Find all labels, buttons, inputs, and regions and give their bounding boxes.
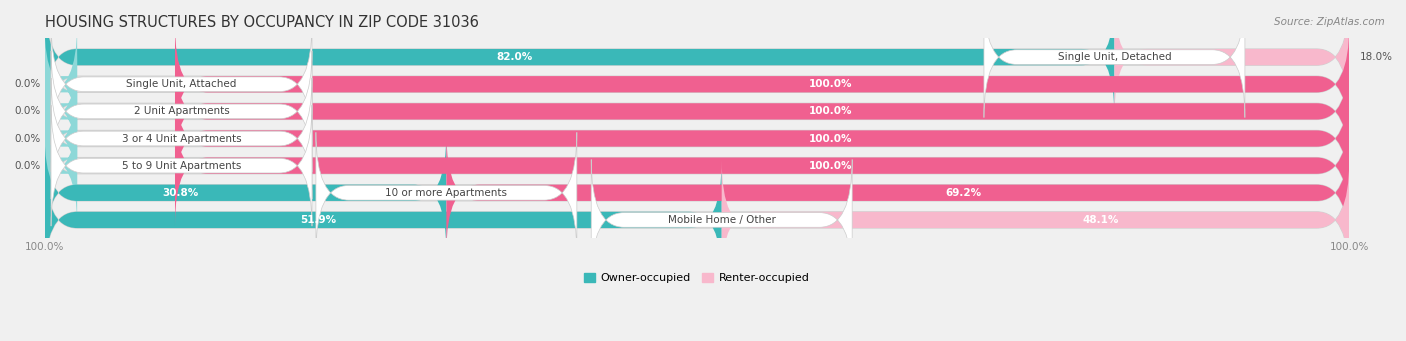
Text: 82.0%: 82.0% [496,52,533,62]
FancyBboxPatch shape [174,106,1350,225]
Text: 48.1%: 48.1% [1083,215,1119,225]
FancyBboxPatch shape [721,160,1350,280]
FancyBboxPatch shape [51,24,312,145]
FancyBboxPatch shape [45,79,77,198]
Text: 100.0%: 100.0% [808,161,852,170]
Text: 5 to 9 Unit Apartments: 5 to 9 Unit Apartments [122,161,242,170]
Text: Single Unit, Attached: Single Unit, Attached [127,79,236,89]
FancyBboxPatch shape [45,25,77,144]
FancyBboxPatch shape [45,133,1350,252]
FancyBboxPatch shape [45,133,446,252]
Text: 0.0%: 0.0% [14,106,41,116]
FancyBboxPatch shape [984,0,1244,118]
FancyBboxPatch shape [174,79,1350,198]
Text: 51.9%: 51.9% [299,215,336,225]
FancyBboxPatch shape [316,132,576,253]
Text: 18.0%: 18.0% [1360,52,1393,62]
FancyBboxPatch shape [51,105,312,226]
FancyBboxPatch shape [1115,0,1350,117]
FancyBboxPatch shape [174,25,1350,144]
FancyBboxPatch shape [591,160,852,280]
FancyBboxPatch shape [45,106,1350,225]
Text: Source: ZipAtlas.com: Source: ZipAtlas.com [1274,17,1385,27]
FancyBboxPatch shape [45,79,1350,198]
Text: 100.0%: 100.0% [808,79,852,89]
FancyBboxPatch shape [446,133,1350,252]
FancyBboxPatch shape [45,25,1350,144]
Legend: Owner-occupied, Renter-occupied: Owner-occupied, Renter-occupied [579,269,814,288]
Text: 100.0%: 100.0% [808,106,852,116]
Text: Mobile Home / Other: Mobile Home / Other [668,215,776,225]
FancyBboxPatch shape [45,52,1350,171]
Text: 0.0%: 0.0% [14,134,41,144]
Text: HOUSING STRUCTURES BY OCCUPANCY IN ZIP CODE 31036: HOUSING STRUCTURES BY OCCUPANCY IN ZIP C… [45,15,478,30]
Text: 100.0%: 100.0% [808,134,852,144]
Text: 3 or 4 Unit Apartments: 3 or 4 Unit Apartments [122,134,242,144]
FancyBboxPatch shape [45,160,1350,280]
FancyBboxPatch shape [51,78,312,199]
Text: 0.0%: 0.0% [14,161,41,170]
FancyBboxPatch shape [45,0,1115,117]
Text: 2 Unit Apartments: 2 Unit Apartments [134,106,229,116]
FancyBboxPatch shape [45,0,1350,117]
FancyBboxPatch shape [51,51,312,172]
FancyBboxPatch shape [45,106,77,225]
Text: 69.2%: 69.2% [945,188,981,198]
Text: 30.8%: 30.8% [162,188,198,198]
FancyBboxPatch shape [45,52,77,171]
FancyBboxPatch shape [45,160,721,280]
Text: Single Unit, Detached: Single Unit, Detached [1057,52,1171,62]
Text: 0.0%: 0.0% [14,79,41,89]
Text: 10 or more Apartments: 10 or more Apartments [385,188,508,198]
FancyBboxPatch shape [174,52,1350,171]
